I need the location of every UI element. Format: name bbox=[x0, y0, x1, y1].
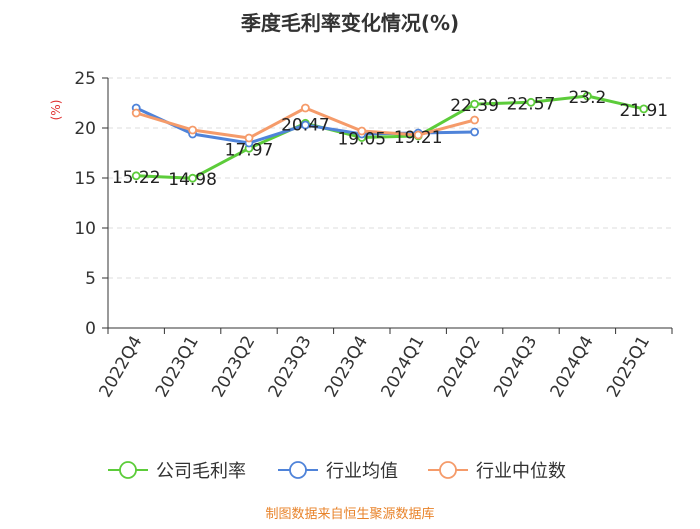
legend-item: 公司毛利率 bbox=[108, 461, 246, 482]
legend: 公司毛利率 行业均值 行业中位数 bbox=[108, 461, 566, 482]
legend-marker bbox=[439, 461, 457, 479]
x-tick-label: 2024Q2 bbox=[434, 332, 485, 400]
axis-layer: 0 5 10 15 20 25 2022Q4 2023Q1 2023Q2 2023Q3 2023Q4… bbox=[74, 69, 673, 401]
y-tick-label: 20 bbox=[74, 119, 96, 139]
series-point-2 bbox=[357, 126, 367, 136]
legend-marker bbox=[119, 461, 137, 479]
legend-label: 公司毛利率 bbox=[156, 461, 246, 482]
data-label: 22.57 bbox=[507, 94, 556, 114]
series-layer bbox=[131, 91, 649, 183]
data-labels-layer: 15.22 14.98 17.97 20.47 19.05 19.21 22.39 22.57… bbox=[112, 88, 668, 190]
y-tick-label: 0 bbox=[85, 319, 96, 339]
series-point-2 bbox=[188, 125, 198, 135]
data-label: 23.2 bbox=[568, 88, 606, 108]
x-tick-label: 2023Q4 bbox=[321, 333, 372, 401]
y-tick-label: 15 bbox=[74, 169, 96, 189]
x-tick-label: 2023Q1 bbox=[152, 333, 203, 401]
x-tick-label: 2023Q3 bbox=[265, 333, 316, 401]
y-tick-label: 5 bbox=[85, 269, 96, 289]
series-point-0 bbox=[583, 91, 592, 101]
series-point-2 bbox=[413, 130, 423, 140]
data-label: 14.98 bbox=[168, 170, 217, 190]
series-line-0 bbox=[134, 94, 646, 180]
series-point-0 bbox=[526, 97, 536, 107]
data-label: 22.39 bbox=[450, 96, 499, 116]
chart-title: 季度毛利率变化情况(%) bbox=[240, 11, 459, 35]
x-tick-label: 2024Q3 bbox=[490, 333, 541, 401]
y-tick-label: 10 bbox=[74, 219, 96, 239]
x-tick-label: 2023Q2 bbox=[208, 333, 259, 401]
legend-label: 行业中位数 bbox=[476, 461, 566, 482]
series-point-2 bbox=[470, 115, 480, 125]
x-tick-label: 2024Q4 bbox=[547, 333, 598, 401]
x-tick-label: 2025Q1 bbox=[603, 333, 654, 401]
series-point-0 bbox=[188, 173, 198, 183]
data-label: 15.22 bbox=[112, 168, 161, 188]
series-point-0 bbox=[639, 104, 649, 114]
series-point-2 bbox=[131, 108, 141, 118]
data-label: 19.05 bbox=[337, 130, 386, 150]
grid-layer bbox=[108, 77, 672, 279]
y-axis-label: (%) bbox=[49, 100, 63, 121]
series-point-1 bbox=[470, 127, 480, 137]
x-tick-label: 2022Q4 bbox=[95, 333, 146, 401]
data-label: 19.21 bbox=[394, 128, 443, 148]
legend-label: 行业均值 bbox=[326, 461, 398, 482]
series-point-1 bbox=[300, 120, 310, 130]
data-label: 21.91 bbox=[619, 101, 668, 121]
legend-marker bbox=[289, 461, 307, 479]
data-label: 20.47 bbox=[281, 115, 330, 135]
series-point-2 bbox=[244, 133, 254, 143]
data-label: 17.97 bbox=[225, 140, 274, 160]
legend-item: 行业中位数 bbox=[428, 461, 566, 482]
series-point-2 bbox=[300, 103, 310, 113]
source-note: 制图数据来自恒生聚源数据库 bbox=[265, 506, 434, 522]
x-tick-label: 2024Q1 bbox=[377, 333, 428, 401]
legend-item: 行业均值 bbox=[278, 461, 398, 482]
series-point-0 bbox=[131, 171, 141, 181]
series-point-0 bbox=[470, 99, 480, 109]
y-tick-label: 25 bbox=[74, 69, 96, 89]
